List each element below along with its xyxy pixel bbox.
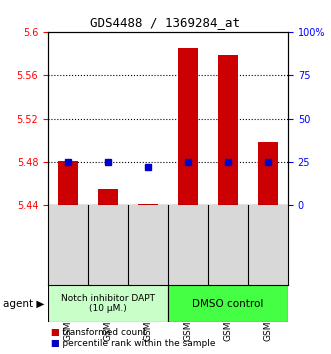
Text: ■: ■ bbox=[50, 339, 58, 348]
Bar bbox=[168, 285, 288, 322]
Text: ■ transformed count: ■ transformed count bbox=[51, 328, 147, 337]
Bar bbox=[48, 285, 168, 322]
Text: ■ percentile rank within the sample: ■ percentile rank within the sample bbox=[51, 339, 216, 348]
Bar bbox=[138, 204, 158, 205]
Text: GDS4488 / 1369284_at: GDS4488 / 1369284_at bbox=[90, 16, 241, 29]
Bar bbox=[98, 189, 118, 205]
Text: Notch inhibitor DAPT
(10 μM.): Notch inhibitor DAPT (10 μM.) bbox=[61, 294, 155, 313]
Bar bbox=[218, 55, 238, 205]
Text: agent ▶: agent ▶ bbox=[3, 298, 45, 309]
Bar bbox=[258, 142, 278, 205]
Text: DMSO control: DMSO control bbox=[192, 298, 264, 309]
Text: ■: ■ bbox=[50, 328, 58, 337]
Bar bbox=[58, 161, 78, 205]
Bar bbox=[178, 48, 198, 205]
